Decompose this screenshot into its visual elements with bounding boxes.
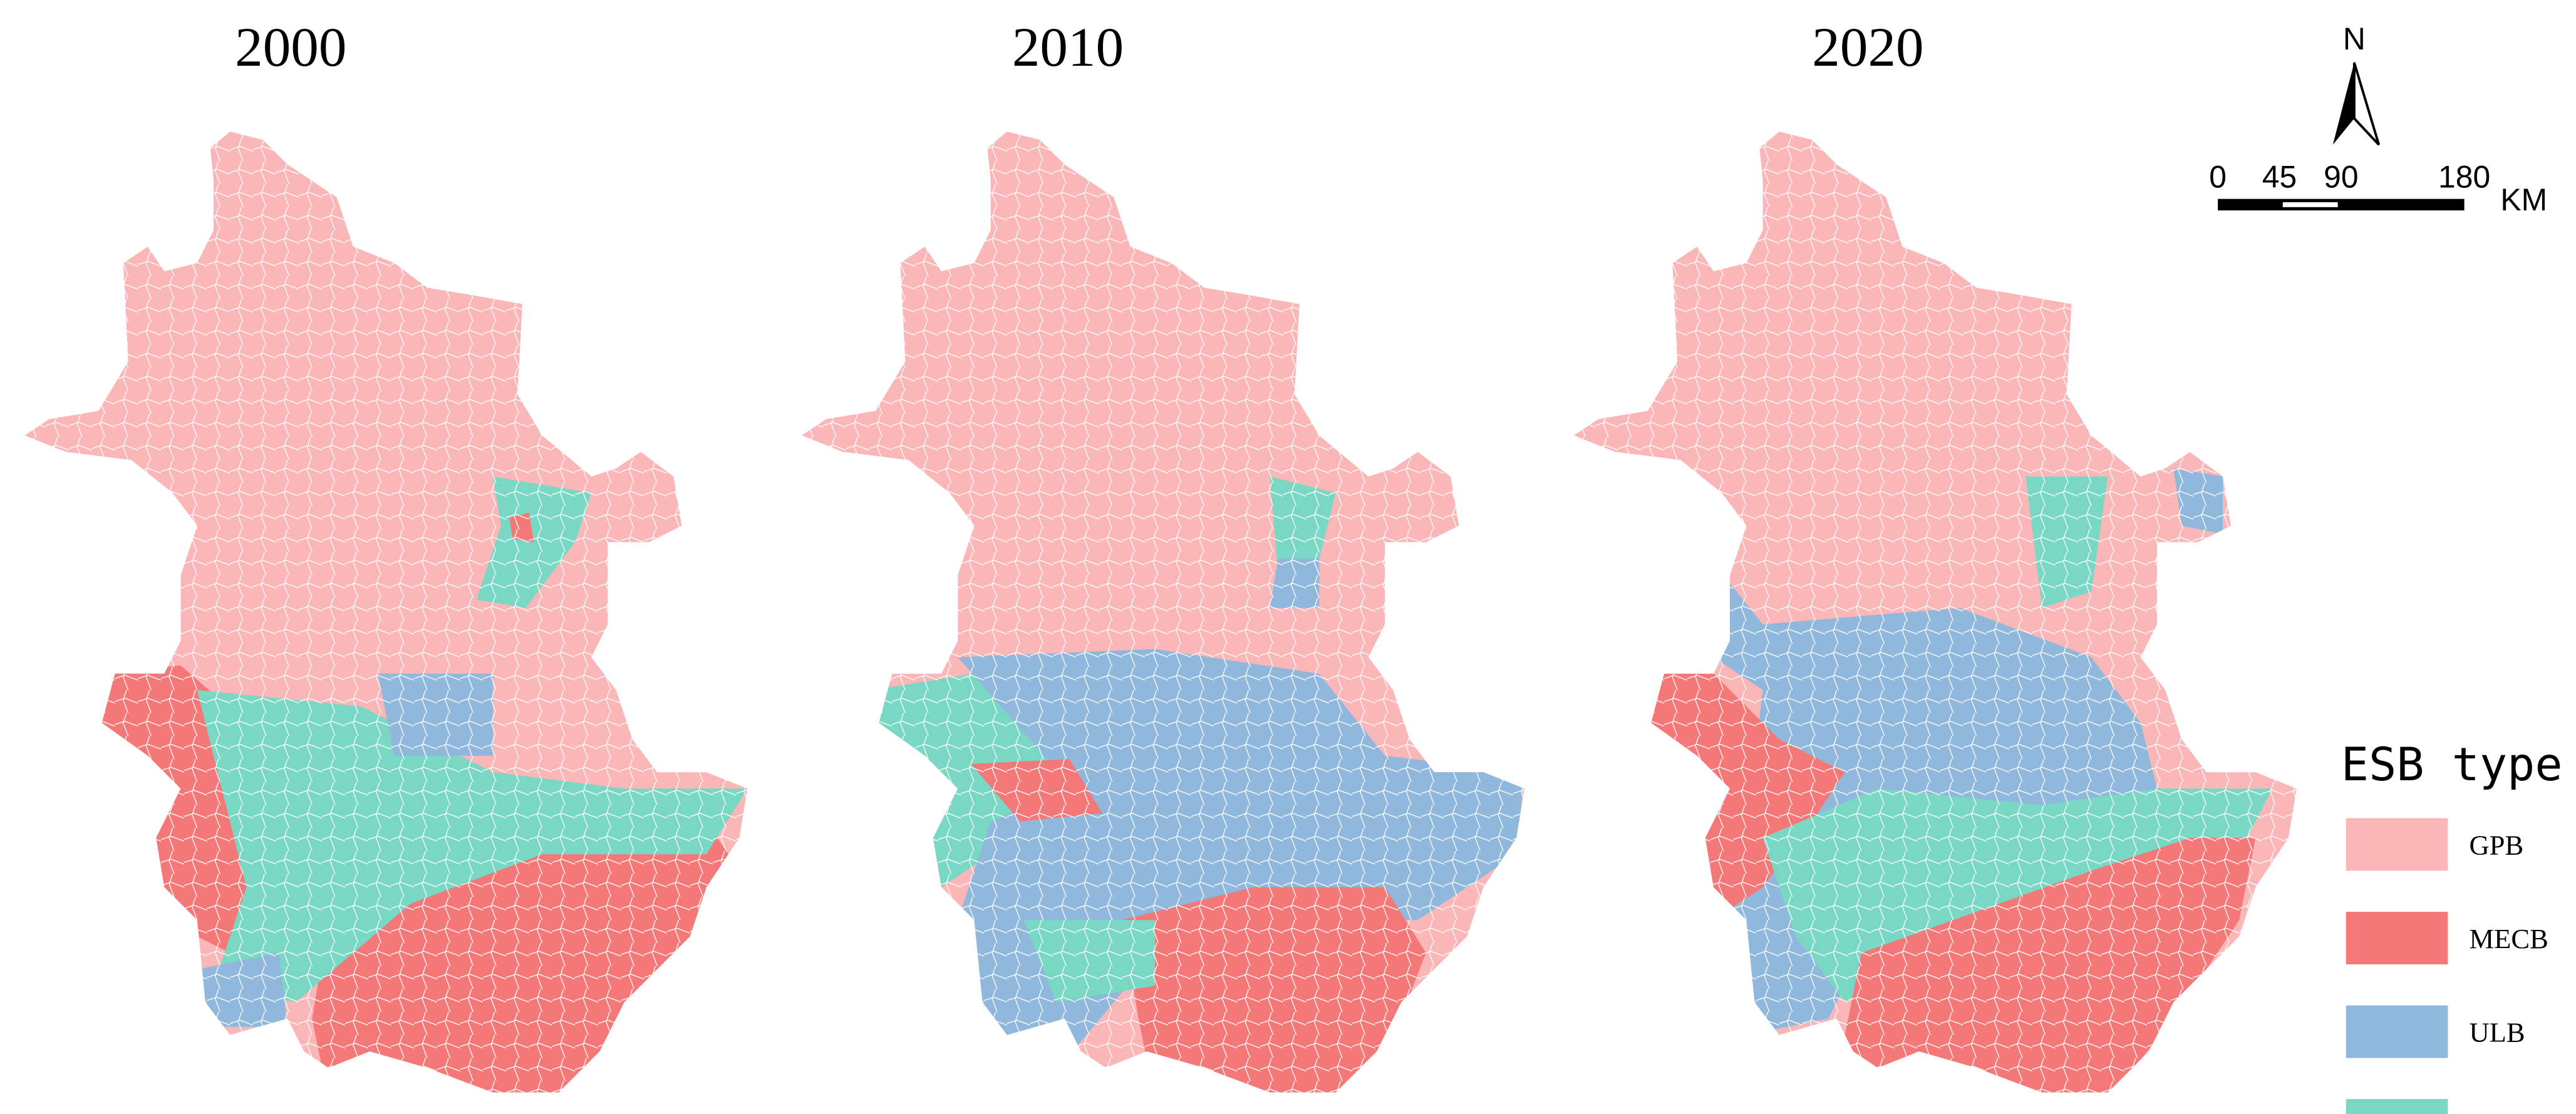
region-borders <box>1573 132 2297 1093</box>
map-body <box>24 132 748 1093</box>
legend: GPB MECB ULB CPB <box>2346 818 2548 1114</box>
arrow-right <box>2352 62 2381 146</box>
scale-unit: KM <box>2500 182 2547 217</box>
map-title: 2020 <box>1812 17 1923 78</box>
scale-bar-body <box>2218 199 2465 211</box>
scale-tick-label: 0 <box>2209 159 2227 194</box>
north-arrow: N <box>2332 21 2381 146</box>
map <box>1573 132 2297 1093</box>
legend-label: MECB <box>2469 923 2548 954</box>
legend-label: ULB <box>2469 1016 2525 1048</box>
scale-tick-label: 45 <box>2262 159 2297 194</box>
map-body <box>802 132 1525 1093</box>
map-panels <box>24 132 2297 1093</box>
scale-tick-label: 180 <box>2438 159 2490 194</box>
legend-title: ESB type <box>2341 738 2563 792</box>
scale-tick-label: 90 <box>2324 159 2358 194</box>
legend-swatch <box>2346 818 2448 871</box>
legend-swatch <box>2346 1099 2448 1114</box>
region-borders <box>802 132 1525 1093</box>
map-title: 2010 <box>1012 17 1124 78</box>
map-body <box>1573 132 2297 1093</box>
legend-swatch <box>2346 1005 2448 1058</box>
map <box>802 132 1525 1093</box>
map-title: 2000 <box>235 17 346 78</box>
map <box>24 132 748 1093</box>
arrow-left <box>2332 62 2354 145</box>
scale-bar-segment <box>2282 202 2338 207</box>
legend-swatch <box>2346 912 2448 965</box>
region-borders <box>24 132 748 1093</box>
legend-label: CPB <box>2469 1110 2522 1114</box>
scale-bar: 0 45 90 180 KM <box>2209 159 2547 217</box>
legend-label: GPB <box>2469 829 2523 860</box>
north-label: N <box>2343 21 2366 56</box>
